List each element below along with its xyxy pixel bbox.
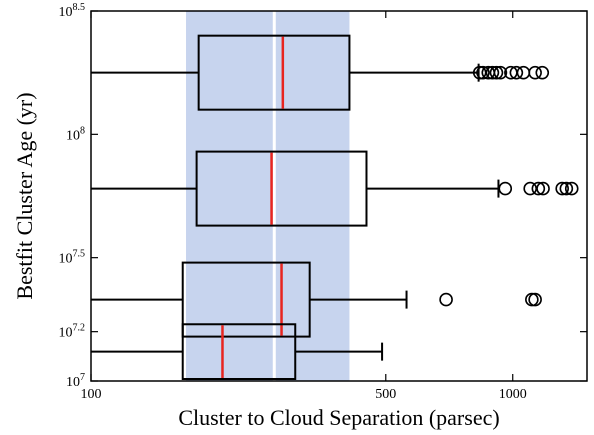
outlier-point [536,181,550,196]
x-axis-title: Cluster to Cloud Separation (parsec) [178,405,499,430]
outlier-point [564,181,579,196]
outlier-point [476,65,490,80]
box [181,323,297,380]
y-axis-title: Bestfit Cluster Age (yr) [12,92,37,299]
outlier-point [528,292,542,307]
outlier-point [516,65,531,80]
box-group [91,150,579,227]
y-tick-label: 107.5 [59,249,86,267]
box-group [91,323,384,380]
y-tick-label: 108 [66,125,85,143]
x-tick-label: 500 [375,387,396,402]
x-tick-label: 100 [81,387,102,402]
box-group [91,34,550,111]
y-tick-label: 107.2 [59,323,86,341]
box [197,34,351,111]
y-tick-label: 107 [66,372,85,390]
box [181,261,311,338]
plot-frame [90,10,588,382]
outlier-point [523,181,537,196]
x-tick-label: 1000 [499,387,527,402]
outlier-point [535,65,550,80]
shaded-band-layer [186,11,350,381]
outlier-point [525,292,539,307]
outlier-point [489,65,504,80]
boxes-layer [91,34,579,380]
outlier-point [559,181,574,196]
outlier-point [531,181,546,196]
ticks-layer: 100 500 1000 107 107.2 107.5 108 108.5 [59,2,587,402]
outlier-point [493,65,508,80]
outlier-point [485,65,500,80]
shaded-band [186,11,350,381]
outlier-point [439,292,453,307]
outlier-point [555,181,569,196]
outlier-point [528,65,542,80]
outlier-point [509,65,524,80]
box [195,150,368,227]
outlier-point [498,181,513,196]
y-tick-label: 108.5 [59,2,86,20]
